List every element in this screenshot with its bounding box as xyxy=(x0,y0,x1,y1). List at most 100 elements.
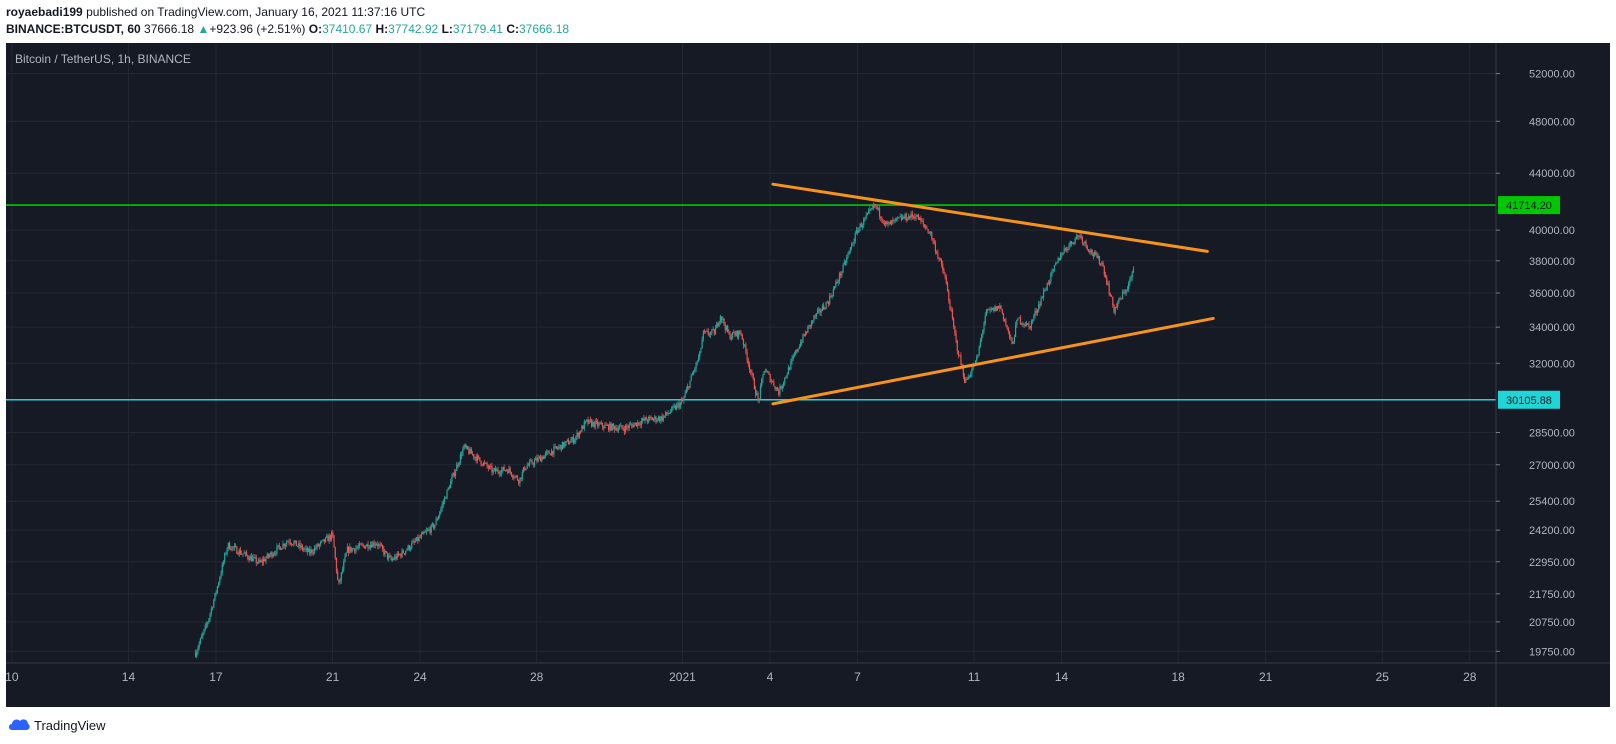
candle-up xyxy=(322,539,324,541)
candle-up xyxy=(831,295,833,297)
candle-up xyxy=(1107,283,1109,285)
candle-up xyxy=(1131,272,1133,278)
candle-down xyxy=(480,460,482,465)
candle-down xyxy=(736,330,738,337)
candle-up xyxy=(832,289,834,296)
candle-up xyxy=(300,545,302,548)
tradingview-brand[interactable]: TradingView xyxy=(34,718,106,733)
candle-up xyxy=(324,537,327,543)
candle-down xyxy=(857,230,859,233)
candle-up xyxy=(671,406,673,412)
candle-up xyxy=(227,542,229,549)
candle-up xyxy=(313,547,316,553)
candle-up xyxy=(197,647,199,652)
candle-up xyxy=(684,393,686,398)
candle-down xyxy=(295,540,297,547)
candle-down xyxy=(334,547,336,559)
trendlines[interactable] xyxy=(771,182,1215,406)
candle-up xyxy=(762,374,764,380)
candle-up xyxy=(982,330,984,335)
candle-up xyxy=(735,330,737,336)
candle-up xyxy=(710,332,712,335)
trendline-lower[interactable] xyxy=(771,316,1215,406)
candle-up xyxy=(853,241,855,245)
candle-down xyxy=(373,542,375,546)
trendline-upper[interactable] xyxy=(771,182,1209,253)
candle-up xyxy=(331,532,333,540)
candle-up xyxy=(482,462,485,466)
candle-down xyxy=(605,424,607,426)
candle-down xyxy=(621,425,623,428)
price-level-label: 41714.20 xyxy=(1506,200,1552,212)
candle-down xyxy=(397,553,400,555)
candle-up xyxy=(446,489,448,499)
price-axis[interactable]: 52000.00 48000.00 44000.00 40000.00 38000.00… xyxy=(1496,69,1575,659)
candle-up xyxy=(202,633,204,637)
candle-up xyxy=(355,548,357,552)
price-tick-label: 20750.00 xyxy=(1529,617,1575,629)
candle-down xyxy=(361,544,363,546)
chart-area[interactable]: 52000.00 48000.00 44000.00 40000.00 38000.00… xyxy=(5,43,1610,707)
candle-up xyxy=(835,281,837,287)
candle-up xyxy=(899,216,901,218)
candle-down xyxy=(963,376,966,383)
horizontal-levels[interactable] xyxy=(6,204,1496,401)
candle-down xyxy=(1110,295,1113,297)
candle-down xyxy=(248,558,250,561)
price-chart[interactable]: 52000.00 48000.00 44000.00 40000.00 38000.00… xyxy=(5,43,1610,707)
candle-down xyxy=(966,378,968,380)
candle-down xyxy=(505,470,508,471)
candle-down xyxy=(338,579,340,583)
candle-up xyxy=(298,543,300,547)
candle-up xyxy=(965,378,967,383)
candle-down xyxy=(745,344,747,353)
candle-up xyxy=(1025,323,1028,326)
candle-up xyxy=(1049,281,1051,284)
candle-down xyxy=(337,571,339,580)
time-axis[interactable]: 10 14 17 21 24 28 2021 4 7 11 14 18 21 25 28 xyxy=(5,670,1477,684)
candle-up xyxy=(838,273,841,282)
candle-down xyxy=(767,371,769,373)
candle-down xyxy=(728,331,730,334)
candle-up xyxy=(221,564,223,574)
author-name[interactable]: royaebadi199 xyxy=(6,5,83,19)
candle-up xyxy=(1125,290,1127,294)
candle-up xyxy=(818,309,820,311)
close-value: 37666.18 xyxy=(518,22,570,36)
candle-down xyxy=(389,555,391,557)
candle-up xyxy=(339,580,341,583)
price-tick-label: 21750.00 xyxy=(1529,589,1575,601)
candle-down xyxy=(951,310,954,319)
candle-down xyxy=(419,536,421,538)
candle-up xyxy=(1051,270,1053,274)
candle-up xyxy=(546,451,548,454)
candle-up xyxy=(791,358,793,362)
candle-up xyxy=(1118,298,1120,303)
candle-up xyxy=(781,385,783,389)
candle-down xyxy=(830,295,832,297)
candle-up xyxy=(999,305,1001,309)
candle-up xyxy=(618,426,621,429)
candle-down xyxy=(395,556,397,559)
time-tick-label: 7 xyxy=(854,670,861,684)
candle-down xyxy=(577,433,579,437)
candle-up xyxy=(784,377,786,383)
candle-up xyxy=(219,577,221,584)
candle-down xyxy=(1113,305,1115,313)
candle-down xyxy=(250,556,253,562)
time-tick-label: 25 xyxy=(1376,670,1390,684)
candle-down xyxy=(747,360,749,364)
candle-down xyxy=(755,389,757,395)
time-tick-label: 28 xyxy=(530,670,544,684)
candle-down xyxy=(928,232,930,234)
high-label: H: xyxy=(375,22,389,36)
candle-up xyxy=(565,440,567,443)
candle-up xyxy=(530,460,532,462)
candle-down xyxy=(717,323,719,326)
candle-up xyxy=(1121,292,1124,299)
candle-up xyxy=(210,608,212,614)
tradingview-cloud-icon[interactable] xyxy=(8,717,30,731)
candle-down xyxy=(417,537,419,541)
candle-up xyxy=(978,346,980,355)
candle-up xyxy=(894,218,896,220)
